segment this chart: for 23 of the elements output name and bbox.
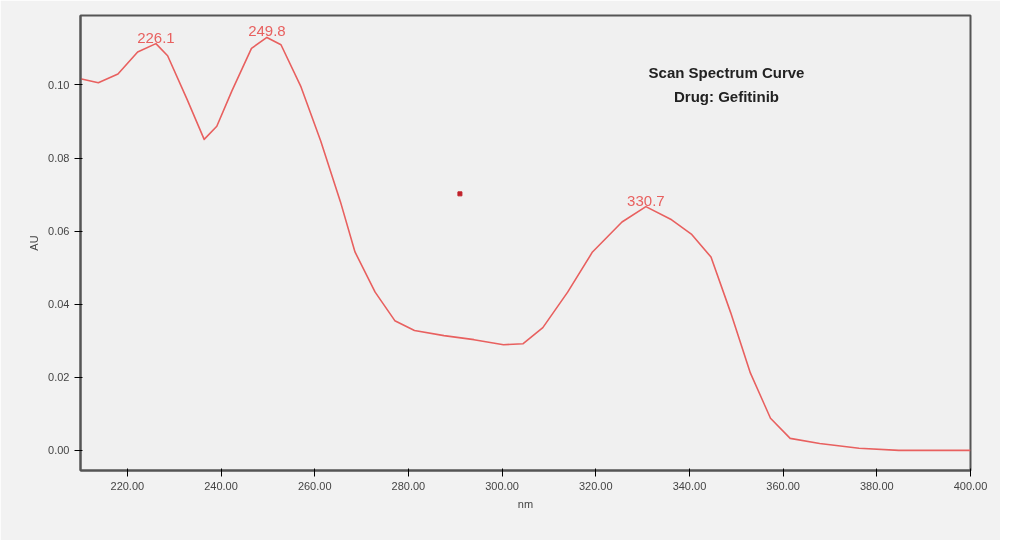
annotation: 249.8	[248, 22, 286, 40]
x-axis-title: nm	[517, 497, 534, 510]
x-tick-label: 280.00	[391, 479, 426, 492]
y-tick-label: 0.02	[48, 371, 70, 384]
annotation: 330.7	[627, 191, 665, 209]
x-tick-label: 400.00	[953, 479, 988, 492]
x-tick-label: 260.00	[297, 479, 332, 492]
x-tick-label: 380.00	[859, 479, 894, 492]
y-tick-label: 0.10	[48, 78, 70, 91]
text: Scan Spectrum Curve	[648, 63, 805, 81]
y-tick-label: 0.04	[48, 298, 70, 311]
x-tick-label: 340.00	[672, 479, 707, 492]
y-tick-label: 0.00	[48, 444, 70, 457]
y-tick-label: 0.08	[48, 152, 70, 165]
x-tick-label: 360.00	[766, 479, 800, 492]
x-tick-label: 240.00	[204, 479, 238, 492]
annotation: 226.1	[137, 28, 175, 46]
x-tick-label: 300.00	[485, 479, 519, 492]
x-tick-label: 320.00	[578, 479, 613, 492]
y-axis-title: AU	[28, 235, 41, 251]
y-tick-label: 0.06	[48, 225, 70, 238]
x-tick-label: 220.00	[110, 479, 145, 492]
text: Drug: Gefitinib	[674, 87, 780, 105]
